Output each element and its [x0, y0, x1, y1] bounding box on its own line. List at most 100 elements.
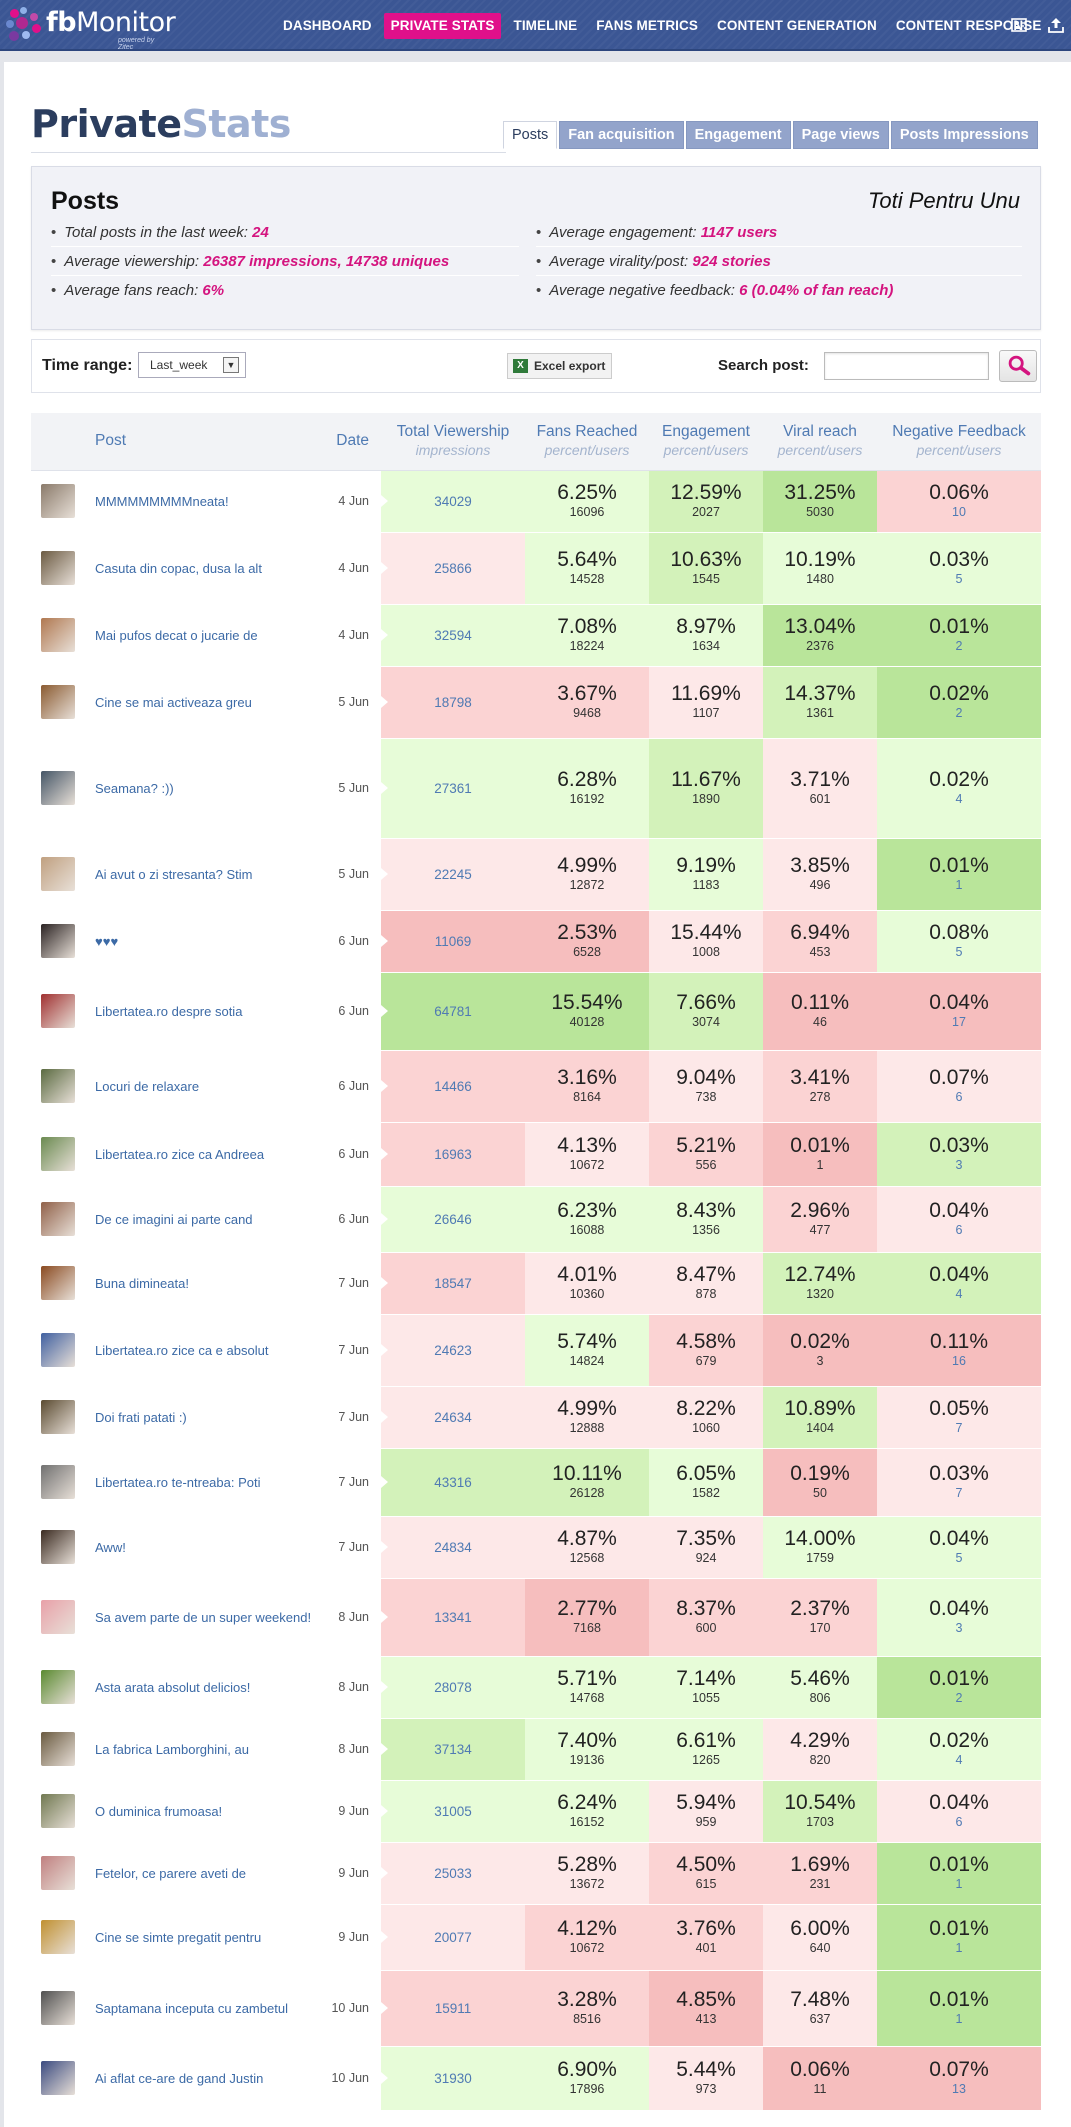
nav-content-response[interactable]: CONTENT RESPONSE [895, 18, 1042, 33]
post-thumbnail[interactable] [41, 924, 75, 958]
table-row[interactable]: O duminica frumoasa! 9 Jun 31005 6.24% 16152… [31, 1780, 1041, 1843]
post-thumbnail[interactable] [41, 1794, 75, 1828]
post-thumbnail[interactable] [41, 1920, 75, 1954]
post-thumbnail[interactable] [41, 1400, 75, 1434]
table-row[interactable]: Cine se mai activeaza greu 5 Jun 18798 3.67… [31, 666, 1041, 739]
post-title-link[interactable]: Aww! [95, 1516, 311, 1579]
table-row[interactable]: MMMMMMMMMneata! 4 Jun 34029 6.25% 16096 12.59… [31, 470, 1041, 533]
post-thumbnail[interactable] [41, 1333, 75, 1367]
post-title-link[interactable]: MMMMMMMMMneata! [95, 470, 311, 533]
post-title-link[interactable]: Libertatea.ro zice ca e absolut [95, 1314, 311, 1387]
nav-content-generation[interactable]: CONTENT GENERATION [717, 18, 877, 33]
post-thumbnail[interactable] [41, 771, 75, 805]
table-row[interactable]: Saptamana inceputa cu zambetul 10 Jun 1591… [31, 1970, 1041, 2047]
post-thumbnail[interactable] [41, 1266, 75, 1300]
table-row[interactable]: Mai pufos decat o jucarie de 4 Jun 32594 7.… [31, 604, 1041, 667]
post-thumbnail[interactable] [41, 1202, 75, 1236]
post-title-link[interactable]: La fabrica Lamborghini, au [95, 1718, 311, 1781]
post-title-link[interactable]: Mai pufos decat o jucarie de [95, 604, 311, 667]
post-title-link[interactable]: Libertatea.ro zice ca Andreea [95, 1122, 311, 1187]
table-row[interactable]: Sa avem parte de un super weekend! 8 Jun 1… [31, 1578, 1041, 1657]
post-title-link[interactable]: Ai aflat ce-are de gand Justin [95, 2046, 311, 2111]
tab-page-views[interactable]: Page views [792, 121, 889, 149]
post-column-header[interactable]: Post [95, 413, 311, 471]
post-title-link[interactable]: Buna dimineata! [95, 1252, 311, 1315]
table-row[interactable]: Libertatea.ro zice ca Andreea 6 Jun 16963 4… [31, 1122, 1041, 1187]
post-title-link[interactable]: Cine se mai activeaza greu [95, 666, 311, 739]
post-thumbnail[interactable] [41, 857, 75, 891]
post-title-link[interactable]: Cine se simte pregatit pentru [95, 1904, 311, 1971]
post-title-link[interactable]: ♥♥♥ [95, 910, 311, 973]
post-thumbnail[interactable] [41, 1991, 75, 2025]
post-title-link[interactable]: Ai avut o zi stresanta? Stim [95, 838, 311, 911]
post-title-link[interactable]: Saptamana inceputa cu zambetul [95, 1970, 311, 2047]
excel-export-button[interactable]: X Excel export [507, 353, 613, 379]
table-row[interactable]: Aww! 7 Jun 24834 4.87% 12568 7.35% 924 14.00% 17… [31, 1516, 1041, 1579]
post-thumbnail[interactable] [41, 685, 75, 719]
table-row[interactable]: Asta arata absolut delicios! 8 Jun 28078 5.… [31, 1656, 1041, 1719]
table-row[interactable]: Seamana? :)) 5 Jun 27361 6.28% 16192 11.67% 18… [31, 738, 1041, 839]
metric-users: 1 [955, 1941, 963, 1955]
viewership-column-header[interactable]: Total Viewership impressions [381, 413, 525, 471]
tab-fan-acquisition[interactable]: Fan acquisition [559, 121, 684, 149]
table-row[interactable]: ♥♥♥ 6 Jun 11069 2.53% 6528 15.44% 1008 6.94% 453… [31, 910, 1041, 973]
table-row[interactable]: Cine se simte pregatit pentru 9 Jun 20077 4… [31, 1904, 1041, 1971]
post-title-link[interactable]: Casuta din copac, dusa la alt [95, 532, 311, 605]
nav-private-stats[interactable]: PRIVATE STATS [383, 13, 502, 39]
fans-reached-column-header[interactable]: Fans Reached percent/users [525, 413, 649, 471]
date-column-header[interactable]: Date [311, 413, 381, 471]
table-row[interactable]: Buna dimineata! 7 Jun 18547 4.01% 10360 8.47%… [31, 1252, 1041, 1315]
upload-icon[interactable] [1046, 15, 1066, 35]
post-thumbnail[interactable] [41, 484, 75, 518]
time-range-select[interactable]: Last_week ▼ [138, 352, 246, 378]
negative-feedback-column-header[interactable]: Negative Feedback percent/users [877, 413, 1041, 471]
table-row[interactable]: Fetelor, ce parere aveti de 9 Jun 25033 5.2… [31, 1842, 1041, 1905]
post-thumbnail[interactable] [41, 551, 75, 585]
post-thumbnail[interactable] [41, 2061, 75, 2095]
table-row[interactable]: Doi frati patati :) 7 Jun 24634 4.99% 12888 8… [31, 1386, 1041, 1449]
post-thumbnail[interactable] [41, 1465, 75, 1499]
app-logo[interactable]: fbMonitor powered by Zitec [6, 5, 176, 51]
viral-reach-column-header[interactable]: Viral reach percent/users [763, 413, 877, 471]
post-thumbnail[interactable] [41, 1069, 75, 1103]
tab-posts-impressions[interactable]: Posts Impressions [890, 121, 1038, 149]
nav-dashboard[interactable]: DASHBOARD [283, 18, 372, 33]
nav-timeline[interactable]: TIMELINE [513, 18, 578, 33]
post-thumbnail[interactable] [41, 1600, 75, 1634]
post-title-link[interactable]: Sa avem parte de un super weekend! [95, 1578, 311, 1657]
post-title-link[interactable]: Seamana? :)) [95, 738, 311, 839]
table-row[interactable]: Ai avut o zi stresanta? Stim 5 Jun 22245 4.… [31, 838, 1041, 911]
post-thumbnail[interactable] [41, 1856, 75, 1890]
viral-reach-cell: 2.96% 477 [763, 1186, 877, 1253]
metric-percent: 0.08% [929, 921, 989, 944]
table-row[interactable]: Casuta din copac, dusa la alt 4 Jun 25866 5… [31, 532, 1041, 605]
table-row[interactable]: Locuri de relaxare 6 Jun 14466 3.16% 8164 9.0… [31, 1050, 1041, 1123]
table-row[interactable]: De ce imagini ai parte cand 6 Jun 26646 6.2… [31, 1186, 1041, 1253]
post-title-link[interactable]: Locuri de relaxare [95, 1050, 311, 1123]
post-title-link[interactable]: De ce imagini ai parte cand [95, 1186, 311, 1253]
post-title-link[interactable]: Doi frati patati :) [95, 1386, 311, 1449]
search-button[interactable] [999, 350, 1037, 382]
tab-engagement[interactable]: Engagement [685, 121, 791, 149]
post-title-link[interactable]: Libertatea.ro te-ntreaba: Poti [95, 1448, 311, 1517]
table-row[interactable]: La fabrica Lamborghini, au 8 Jun 37134 7.40… [31, 1718, 1041, 1781]
post-thumbnail[interactable] [41, 994, 75, 1028]
user-account-icon[interactable] [1010, 15, 1030, 35]
post-title-link[interactable]: Libertatea.ro despre sotia [95, 972, 311, 1051]
table-row[interactable]: Ai aflat ce-are de gand Justin 10 Jun 3193… [31, 2046, 1041, 2111]
post-thumbnail[interactable] [41, 1670, 75, 1704]
post-thumbnail[interactable] [41, 1530, 75, 1564]
search-post-input[interactable] [824, 352, 989, 380]
post-title-link[interactable]: Fetelor, ce parere aveti de [95, 1842, 311, 1905]
post-title-link[interactable]: O duminica frumoasa! [95, 1780, 311, 1843]
engagement-column-header[interactable]: Engagement percent/users [649, 413, 763, 471]
nav-fans-metrics[interactable]: FANS METRICS [596, 18, 698, 33]
post-thumbnail[interactable] [41, 618, 75, 652]
table-row[interactable]: Libertatea.ro zice ca e absolut 7 Jun 2462… [31, 1314, 1041, 1387]
table-row[interactable]: Libertatea.ro te-ntreaba: Poti 7 Jun 43316… [31, 1448, 1041, 1517]
post-thumbnail[interactable] [41, 1732, 75, 1766]
table-row[interactable]: Libertatea.ro despre sotia 6 Jun 64781 15.5… [31, 972, 1041, 1051]
post-thumbnail[interactable] [41, 1137, 75, 1171]
tab-posts[interactable]: Posts [503, 121, 558, 149]
post-title-link[interactable]: Asta arata absolut delicios! [95, 1656, 311, 1719]
